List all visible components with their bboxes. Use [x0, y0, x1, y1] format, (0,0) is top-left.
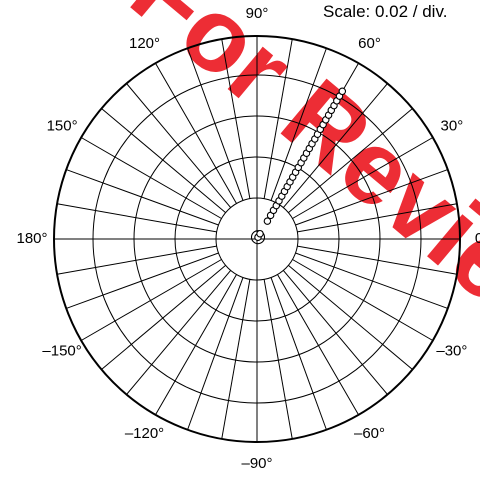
grid-spoke: [277, 274, 359, 416]
angle-tick-label: 90°: [246, 5, 269, 22]
grid-spoke: [126, 83, 232, 208]
angle-tick-label: –150°: [42, 342, 81, 359]
data-point: [256, 229, 264, 238]
grid-spoke: [288, 108, 413, 214]
angle-tick-label: –90°: [241, 455, 272, 472]
angle-tick-label: 150°: [47, 117, 78, 134]
angle-tick-label: –30°: [436, 342, 467, 359]
polar-grid: [53, 35, 461, 443]
grid-spoke: [297, 245, 458, 275]
data-point: [263, 217, 272, 225]
grid-spoke: [221, 279, 251, 440]
angle-tick-label: 0°: [475, 230, 480, 247]
angle-tick-label: –120°: [125, 425, 164, 442]
grid-spoke: [270, 48, 327, 201]
grid-spoke: [270, 277, 327, 430]
data-point: [338, 87, 347, 96]
grid-spoke: [221, 38, 251, 199]
grid-spoke: [295, 169, 448, 226]
angle-tick-label: 180°: [16, 230, 47, 247]
grid-spoke: [295, 252, 448, 309]
grid-spoke: [155, 62, 237, 204]
grid-spoke: [263, 38, 293, 199]
grid-spoke: [288, 264, 413, 370]
grid-spoke: [56, 245, 217, 275]
angle-labels: 90° 60° 30° 0° –30° –60° –90° –120° –150° 180° 150…: [16, 5, 480, 472]
grid-spoke: [126, 270, 232, 395]
grid-spoke: [292, 259, 434, 341]
grid-spoke: [66, 169, 219, 226]
grid-spoke: [263, 279, 293, 440]
grid-spoke: [187, 48, 244, 201]
grid-spoke: [66, 252, 219, 309]
grid-spoke: [80, 259, 222, 341]
angle-tick-label: –60°: [354, 425, 385, 442]
angle-tick-label: 60°: [358, 35, 381, 52]
grid-spoke: [56, 203, 217, 233]
grid-spoke: [282, 83, 388, 208]
grid-spoke: [80, 137, 222, 219]
grid-spoke: [187, 277, 244, 430]
scale-label: Scale: 0.02 / div.: [323, 2, 448, 21]
grid-spoke: [282, 270, 388, 395]
angle-tick-label: 120°: [129, 35, 160, 52]
grid-spoke: [292, 137, 434, 219]
grid-spoke: [101, 264, 226, 370]
data-points: [250, 87, 347, 245]
grid-spoke: [101, 108, 226, 214]
grid-spoke: [297, 203, 458, 233]
angle-tick-label: 30°: [441, 117, 464, 134]
grid-spoke: [155, 274, 237, 416]
